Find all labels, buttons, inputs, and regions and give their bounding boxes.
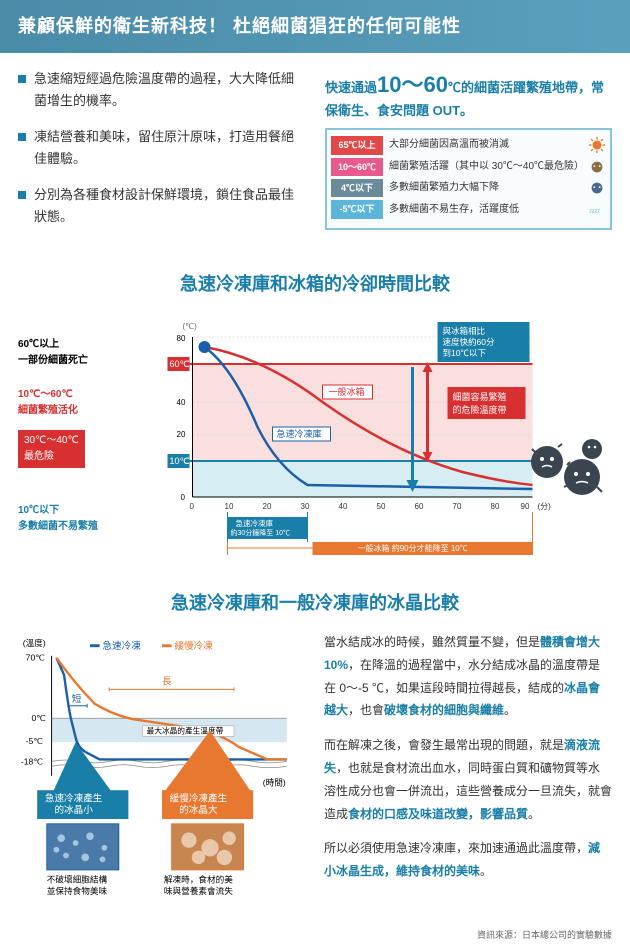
svg-text:急速冷凍庫: 急速冷凍庫	[236, 518, 274, 528]
svg-text:70℃: 70℃	[26, 653, 46, 663]
germ-cold-icon	[588, 179, 606, 197]
svg-text:10: 10	[225, 502, 234, 511]
temp-unit: ℃	[448, 80, 461, 95]
footer-source: 資訊來源：日本總公司的實驗數據	[0, 928, 630, 950]
svg-text:的危險溫度帶: 的危險溫度帶	[453, 404, 507, 415]
svg-text:0℃: 0℃	[31, 713, 46, 723]
sleep-icon: zzzz	[588, 201, 606, 219]
svg-text:長: 長	[162, 677, 172, 688]
temperature-table: 65℃以上大部分細菌因高溫而被消滅 10～60℃ 細菌繁殖活躍（其中以 30℃～4…	[325, 128, 612, 230]
temp-badge: 65℃以上	[331, 136, 383, 154]
svg-text:10℃: 10℃	[170, 456, 190, 466]
temp-row: 4℃以下多數細菌繁殖力大幅下降	[331, 179, 606, 197]
svg-text:到10℃以下: 到10℃以下	[443, 348, 487, 358]
svg-text:的冰晶大: 的冰晶大	[179, 804, 218, 816]
svg-text:的冰晶小: 的冰晶小	[54, 804, 93, 816]
svg-text:0: 0	[181, 493, 186, 502]
temp-badge: 10～60℃	[331, 158, 383, 176]
paragraph-3: 所以必須使用急速冷凍庫，來加速通過此溫度帶，減小冰晶生成，維持食材的美味。	[324, 837, 612, 883]
temp-row: 65℃以上大部分細菌因高溫而被消滅	[331, 136, 606, 154]
sun-icon	[588, 136, 606, 154]
chart1-ylabels: 60℃以上 一部份細菌死亡 10℃～60℃ 細菌繁殖活化 30℃～40℃ 最危險…	[18, 317, 113, 557]
temperature-column: 快速通過10～60℃的細菌活躍繁殖地帶，常保衛生、食安問題 OUT。 65℃以上…	[325, 68, 612, 243]
section2-title: 急速冷凍庫和一般冷凍庫的冰晶比較	[0, 577, 630, 626]
svg-text:細菌容易繁殖: 細菌容易繁殖	[453, 391, 507, 402]
svg-text:40: 40	[339, 502, 348, 511]
svg-text:30: 30	[301, 502, 310, 511]
svg-text:50: 50	[377, 502, 386, 511]
paragraph-2: 而在解凍之後，會發生最常出現的問題，就是滴液流失，也就是食材流出血水，同時蛋白質…	[324, 734, 612, 825]
svg-text:20: 20	[263, 502, 272, 511]
ylabel-danger: 30℃～40℃ 最危險	[18, 430, 85, 468]
svg-text:20: 20	[177, 430, 186, 439]
feature-item: 急速縮短經過危險溫度帶的過程，大大降低細菌增生的機率。	[18, 68, 305, 112]
svg-text:與冰箱相比: 與冰箱相比	[443, 326, 486, 336]
svg-text:60℃: 60℃	[170, 359, 190, 369]
germ-characters-icon	[522, 437, 612, 507]
temp-badge: -5℃以下	[331, 200, 383, 218]
feature-text: 急速縮短經過危險溫度帶的過程，大大降低細菌增生的機率。	[34, 68, 305, 112]
ylabel-10: 10℃以下 多數細菌不易繁殖	[18, 503, 113, 535]
paragraph-1: 當水結成冰的時候，雖然質量不變，但是體積會增大10%，在降溫的過程當中，水分結成…	[324, 631, 612, 722]
bullet-icon	[18, 75, 26, 83]
svg-text:80: 80	[177, 334, 186, 343]
feature-text: 凍結營養和美味，留住原汁原味，打造用餐絕佳體驗。	[34, 126, 305, 170]
bullet-icon	[18, 191, 26, 199]
feature-item: 凍結營養和美味，留住原汁原味，打造用餐絕佳體驗。	[18, 126, 305, 170]
svg-text:約30分鐘降至 10℃: 約30分鐘降至 10℃	[231, 528, 291, 537]
svg-text:急速冷凍: 急速冷凍	[102, 640, 141, 652]
svg-text:並保持食物美味: 並保持食物美味	[47, 885, 108, 896]
svg-text:解凍時，食材的美: 解凍時，食材的美	[164, 873, 233, 884]
temp-row: -5℃以下多數細菌不易生存，活躍度低 zzzz	[331, 200, 606, 218]
ice-crystal-chart: (溫度) 急速冷凍 緩慢冷凍 70℃ 0℃ -5℃ -18℃ (時間) 短	[18, 631, 306, 911]
svg-text:(溫度): (溫度)	[23, 637, 46, 648]
svg-text:-5℃: -5℃	[26, 736, 44, 746]
temp-desc: 多數細菌不易生存，活躍度低	[389, 202, 584, 218]
header-banner: 兼顧保鮮的衛生新科技！ 杜絕細菌猖狂的任何可能性	[0, 0, 630, 53]
feature-text: 分別為各種食材設計保鮮環境，鎖住食品最佳狀態。	[34, 184, 305, 228]
svg-text:zzzz: zzzz	[589, 208, 600, 214]
svg-text:60: 60	[415, 502, 424, 511]
features-column: 急速縮短經過危險溫度帶的過程，大大降低細菌增生的機率。 凍結營養和美味，留住原汁…	[18, 68, 305, 243]
svg-text:-18℃: -18℃	[21, 756, 43, 766]
svg-text:短: 短	[72, 693, 82, 705]
top-section: 急速縮短經過危險溫度帶的過程，大大降低細菌增生的機率。 凍結營養和美味，留住原汁…	[0, 53, 630, 263]
temp-headline: 快速通過10～60℃的細菌活躍繁殖地帶，常保衛生、食安問題 OUT。	[325, 68, 612, 121]
svg-text:70: 70	[453, 502, 462, 511]
temp-row: 10～60℃ 細菌繁殖活躍（其中以 30℃～40℃最危險）	[331, 158, 606, 176]
temp-desc: 大部分細菌因高溫而被消滅	[389, 137, 584, 153]
svg-text:急速冷凍產生: 急速冷凍產生	[45, 793, 103, 805]
feature-item: 分別為各種食材設計保鮮環境，鎖住食品最佳狀態。	[18, 184, 305, 228]
bullet-icon	[18, 133, 26, 141]
svg-text:40: 40	[177, 398, 186, 407]
temp-big-number: 10～60	[377, 72, 448, 97]
svg-text:0: 0	[190, 502, 195, 511]
section1-title: 急速冷凍庫和冰箱的冷卻時間比較	[0, 262, 630, 307]
ylabel-60: 60℃以上 一部份細菌死亡	[18, 337, 113, 369]
svg-text:緩慢冷凍產生: 緩慢冷凍產生	[170, 793, 228, 805]
temp-desc: 細菌繁殖活躍（其中以 30℃～40℃最危險）	[389, 159, 584, 175]
chart2-section: (溫度) 急速冷凍 緩慢冷凍 70℃ 0℃ -5℃ -18℃ (時間) 短	[0, 626, 630, 928]
temp-prefix: 快速通過	[325, 80, 377, 95]
chart2-text: 當水結成冰的時候，雖然質量不變，但是體積會增大10%，在降溫的過程當中，水分結成…	[324, 631, 612, 918]
svg-text:不破壞細胞結構: 不破壞細胞結構	[47, 873, 108, 884]
chart2-left: (溫度) 急速冷凍 緩慢冷凍 70℃ 0℃ -5℃ -18℃ (時間) 短	[18, 631, 306, 918]
chart1-section: 60℃以上 一部份細菌死亡 10℃～60℃ 細菌繁殖活化 30℃～40℃ 最危險…	[0, 307, 630, 577]
fridge-line-label: 一般冰箱	[329, 386, 365, 397]
svg-text:速度快約60分: 速度快約60分	[443, 337, 495, 347]
germ-icon	[588, 158, 606, 176]
svg-text:(時間): (時間)	[263, 777, 286, 787]
svg-text:味與營養素會流失: 味與營養素會流失	[164, 885, 233, 896]
svg-text:緩慢冷凍: 緩慢冷凍	[174, 640, 213, 652]
svg-text:(℃): (℃)	[183, 322, 198, 331]
temp-badge: 4℃以下	[331, 179, 383, 197]
svg-text:80: 80	[491, 502, 500, 511]
ylabel-range: 10℃～60℃ 細菌繁殖活化	[18, 387, 113, 419]
fast-line-label: 急速冷凍庫	[277, 428, 322, 439]
temp-desc: 多數細菌繁殖力大幅下降	[389, 180, 584, 196]
svg-text:一般冰箱 約90分才能降至 10℃: 一般冰箱 約90分才能降至 10℃	[358, 543, 468, 553]
